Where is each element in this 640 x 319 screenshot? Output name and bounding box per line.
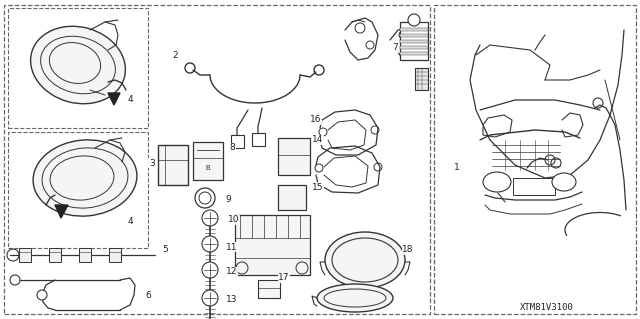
Ellipse shape bbox=[552, 173, 576, 191]
Bar bbox=[513, 178, 555, 195]
Text: 9: 9 bbox=[225, 196, 231, 204]
Bar bbox=[400, 46, 428, 49]
Bar bbox=[8, 8, 148, 128]
Text: 3: 3 bbox=[149, 159, 155, 167]
Text: 14: 14 bbox=[312, 136, 324, 145]
Polygon shape bbox=[108, 93, 120, 105]
Polygon shape bbox=[55, 205, 68, 218]
Bar bbox=[79, 248, 91, 262]
Bar bbox=[400, 40, 428, 43]
Bar bbox=[400, 34, 428, 37]
Text: 5: 5 bbox=[162, 246, 168, 255]
Text: 17: 17 bbox=[278, 273, 290, 283]
Bar bbox=[278, 185, 306, 210]
Text: 4: 4 bbox=[127, 95, 133, 105]
Bar bbox=[278, 138, 310, 175]
Bar bbox=[400, 28, 428, 31]
Text: 10: 10 bbox=[228, 216, 240, 225]
Bar bbox=[258, 280, 280, 298]
Bar bbox=[8, 132, 148, 248]
Ellipse shape bbox=[10, 275, 20, 285]
Text: 16: 16 bbox=[310, 115, 322, 124]
Ellipse shape bbox=[317, 284, 393, 312]
Ellipse shape bbox=[325, 232, 405, 288]
Text: 15: 15 bbox=[312, 182, 324, 191]
Text: 7: 7 bbox=[392, 43, 398, 53]
Ellipse shape bbox=[202, 236, 218, 252]
Ellipse shape bbox=[202, 262, 218, 278]
Bar bbox=[158, 145, 188, 185]
Bar bbox=[231, 135, 244, 148]
Ellipse shape bbox=[37, 290, 47, 300]
Ellipse shape bbox=[408, 14, 420, 26]
Bar bbox=[109, 248, 121, 262]
Bar bbox=[400, 52, 428, 55]
Bar bbox=[415, 68, 428, 90]
Bar bbox=[193, 142, 223, 180]
Ellipse shape bbox=[202, 210, 218, 226]
Text: 1: 1 bbox=[454, 164, 460, 173]
Text: 4: 4 bbox=[127, 218, 133, 226]
Bar bbox=[434, 5, 636, 314]
Text: B: B bbox=[205, 165, 211, 171]
Text: XTM81V3100: XTM81V3100 bbox=[520, 303, 574, 313]
Ellipse shape bbox=[33, 140, 137, 216]
Bar bbox=[19, 248, 31, 262]
Bar bbox=[49, 248, 61, 262]
Ellipse shape bbox=[31, 26, 125, 104]
Text: 11: 11 bbox=[227, 242, 237, 251]
Text: 13: 13 bbox=[227, 294, 237, 303]
Bar bbox=[4, 5, 430, 314]
Text: 6: 6 bbox=[145, 291, 151, 300]
Ellipse shape bbox=[195, 188, 215, 208]
Ellipse shape bbox=[202, 290, 218, 306]
Bar bbox=[400, 22, 428, 60]
Text: 8: 8 bbox=[229, 144, 235, 152]
Bar bbox=[252, 133, 265, 146]
Text: 2: 2 bbox=[172, 50, 178, 60]
Bar bbox=[235, 215, 310, 275]
Text: 12: 12 bbox=[227, 268, 237, 277]
Ellipse shape bbox=[483, 172, 511, 192]
Text: 18: 18 bbox=[403, 246, 413, 255]
